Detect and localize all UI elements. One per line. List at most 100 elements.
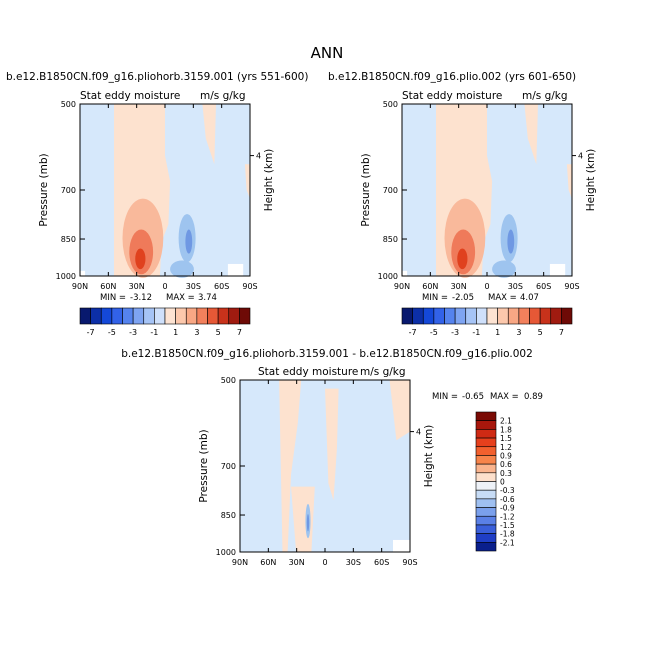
x-tick-label: 0 — [322, 558, 327, 567]
colorbar-swatch — [475, 533, 497, 543]
panel-title: b.e12.B1850CN.f09_g16.pliohorb.3159.001 … — [121, 348, 533, 360]
y-axis-label: Pressure (mb) — [198, 429, 210, 502]
colorbar-swatch — [207, 307, 219, 325]
colorbar-label: -0.6 — [500, 495, 515, 504]
colorbar-label: 5 — [216, 328, 221, 337]
colorbar-swatch — [412, 307, 424, 325]
colorbar-swatch — [475, 481, 497, 491]
panel-subtitle-right: m/s g/kg — [522, 90, 568, 102]
colorbar-label: 3 — [516, 328, 521, 337]
y-tick-label: 700 — [221, 462, 236, 471]
y-right-axis-label: Height (km) — [585, 149, 597, 212]
panel-difference: b.e12.B1850CN.f09_g16.pliohorb.3159.001 … — [121, 348, 543, 567]
x-tick-label: 90S — [402, 558, 417, 567]
colorbar-swatch — [475, 411, 497, 421]
colorbar-swatch — [239, 307, 251, 325]
colorbar-swatch — [164, 307, 176, 325]
missing-data — [549, 263, 566, 276]
colorbar-label: -0.9 — [500, 504, 515, 513]
positive-band-3 — [389, 380, 410, 441]
x-tick-label: 60S — [536, 282, 551, 291]
colorbar-swatch — [132, 307, 145, 325]
y-tick-label: 500 — [221, 376, 236, 385]
y-tick-label: 1000 — [216, 548, 236, 557]
colorbar-swatch — [100, 307, 113, 325]
positive-region-south — [202, 104, 216, 165]
colorbar-swatch — [475, 542, 497, 552]
colorbar-swatch — [143, 307, 155, 325]
colorbar-label: -1 — [150, 328, 158, 337]
x-tick-label: 30S — [186, 282, 201, 291]
colorbar-swatch — [561, 307, 573, 325]
stats-min-label: MIN = — [422, 293, 448, 303]
panel-1: b.e12.B1850CN.f09_g16.pliohorb.3159.001 … — [6, 71, 308, 337]
colorbar-swatch — [444, 307, 456, 325]
y-tick-label: 500 — [61, 100, 76, 109]
colorbar-swatch — [475, 463, 497, 474]
colorbar-label: -3 — [451, 328, 459, 337]
colorbar-swatch — [539, 307, 552, 325]
y-axis-label: Pressure (mb) — [360, 153, 372, 226]
colorbar-swatch — [433, 307, 445, 325]
colorbar-label: -1 — [472, 328, 480, 337]
stats-min-label: MIN = — [432, 392, 458, 402]
colorbar-swatch — [185, 307, 198, 325]
stats-max-label: MAX = — [166, 293, 195, 303]
y-right-tick-label: 4 — [416, 428, 421, 437]
missing-data — [227, 263, 244, 276]
panel-subtitle-left: Stat eddy moisture — [80, 90, 180, 102]
x-tick-label: 60S — [214, 282, 229, 291]
colorbar-swatch — [196, 307, 208, 325]
colorbar-swatch — [486, 307, 498, 325]
colorbar-label: -5 — [430, 328, 438, 337]
colorbar-swatch — [550, 307, 562, 325]
colorbar-swatch — [475, 420, 497, 430]
panel-2: b.e12.B1850CN.f09_g16.plio.002 (yrs 601-… — [328, 71, 597, 337]
colorbar-swatch — [518, 307, 530, 325]
colorbar-label: 2.1 — [500, 417, 512, 426]
y-tick-label: 700 — [61, 186, 76, 195]
x-tick-label: 30N — [289, 558, 305, 567]
colorbar-swatch — [475, 507, 497, 517]
stats-min-label: MIN = — [100, 293, 126, 303]
colorbar-swatch — [79, 307, 91, 325]
colorbar-swatch — [475, 472, 497, 482]
colorbar-swatch — [475, 489, 497, 500]
colorbar-swatch — [475, 515, 497, 526]
colorbar-swatch — [217, 307, 230, 325]
colorbar-swatch — [475, 455, 497, 465]
y-right-axis-label: Height (km) — [263, 149, 275, 212]
colorbar-label: -2.1 — [500, 538, 515, 547]
colorbar-label: -5 — [108, 328, 116, 337]
positive-max — [457, 248, 468, 270]
colorbar-label: 1 — [173, 328, 178, 337]
y-tick-label: 1000 — [56, 272, 76, 281]
colorbar-swatch — [175, 307, 187, 325]
colorbar-swatch — [497, 307, 509, 325]
colorbar-swatch — [507, 307, 520, 325]
panel-title: b.e12.B1850CN.f09_g16.plio.002 (yrs 601-… — [328, 71, 576, 83]
positive-region-edge — [566, 164, 572, 199]
colorbar-swatch — [111, 307, 123, 325]
x-tick-label: 90S — [564, 282, 579, 291]
x-tick-label: 60N — [422, 282, 438, 291]
negative-strong — [185, 229, 193, 254]
x-tick-label: 90N — [394, 282, 410, 291]
colorbar-label: 7 — [237, 328, 242, 337]
colorbar-label: 0.6 — [500, 460, 512, 469]
positive-band-1 — [279, 380, 302, 552]
x-tick-label: 30N — [451, 282, 467, 291]
negative-strong — [507, 229, 515, 254]
y-tick-label: 850 — [221, 511, 236, 520]
stats-max-value: 4.07 — [520, 293, 539, 303]
stats-max-label: MAX = — [490, 392, 519, 402]
panel-subtitle-right: m/s g/kg — [360, 366, 406, 378]
colorbar-label: -7 — [87, 328, 95, 337]
x-tick-label: 30S — [346, 558, 361, 567]
stats-min-value: -2.05 — [452, 293, 474, 303]
colorbar-swatch — [476, 307, 488, 325]
colorbar-swatch — [90, 307, 102, 325]
negative-surface — [492, 260, 516, 278]
x-tick-label: 90S — [242, 282, 257, 291]
